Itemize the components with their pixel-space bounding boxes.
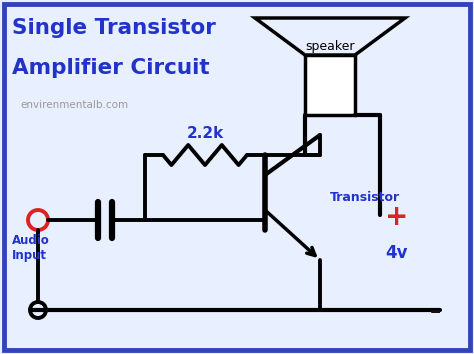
FancyBboxPatch shape	[4, 4, 470, 350]
Bar	[305, 55, 355, 115]
Text: envirenmentalb.com: envirenmentalb.com	[20, 100, 128, 110]
Text: –: –	[429, 302, 441, 322]
Polygon shape	[255, 18, 405, 55]
Text: Amplifier Circuit: Amplifier Circuit	[12, 58, 210, 78]
Text: Audio
Input: Audio Input	[12, 234, 50, 262]
Text: Transistor: Transistor	[330, 191, 400, 204]
Text: speaker: speaker	[305, 40, 355, 53]
Text: +: +	[385, 203, 409, 231]
Text: 4v: 4v	[385, 244, 408, 262]
Text: 2.2k: 2.2k	[186, 126, 224, 141]
Text: Single Transistor: Single Transistor	[12, 18, 216, 38]
